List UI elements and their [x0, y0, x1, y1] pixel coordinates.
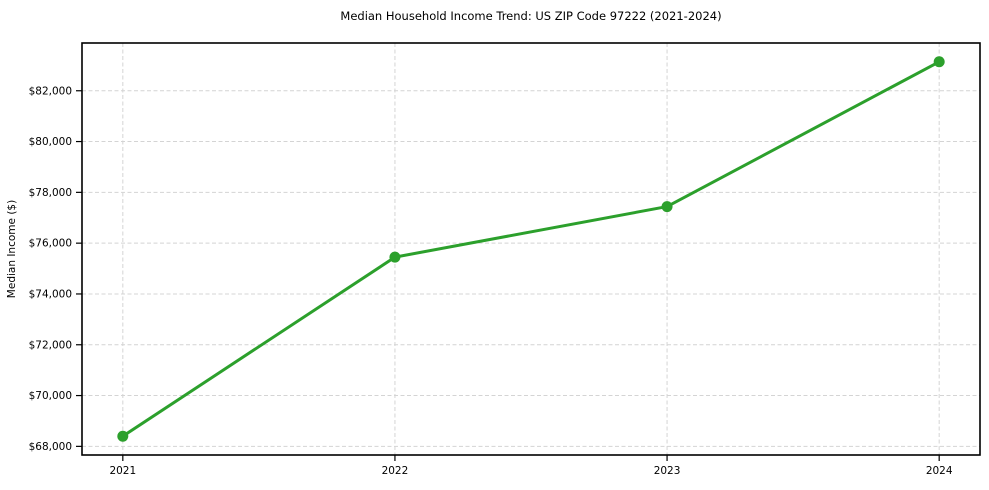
y-tick-label: $76,000 [29, 238, 72, 250]
y-tick-label: $82,000 [29, 85, 72, 97]
x-tick-label: 2023 [654, 465, 681, 477]
x-tick-label: 2022 [382, 465, 409, 477]
y-axis-label: Median Income ($) [6, 200, 18, 298]
plot-border [81, 42, 981, 456]
chart-title: Median Household Income Trend: US ZIP Co… [340, 9, 722, 23]
data-point [389, 251, 401, 263]
x-tick-label: 2021 [109, 465, 136, 477]
y-tick-label: $74,000 [29, 288, 72, 300]
income-trend-line [121, 60, 941, 438]
y-tick-label: $78,000 [29, 187, 72, 199]
y-tick-label: $80,000 [29, 136, 72, 148]
y-tick-label: $70,000 [29, 390, 72, 402]
x-tick-label: 2024 [926, 465, 953, 477]
data-point [661, 201, 673, 213]
y-tick-label: $68,000 [29, 441, 72, 453]
y-tick-label: $72,000 [29, 339, 72, 351]
data-point [933, 56, 945, 68]
data-point [117, 430, 129, 442]
